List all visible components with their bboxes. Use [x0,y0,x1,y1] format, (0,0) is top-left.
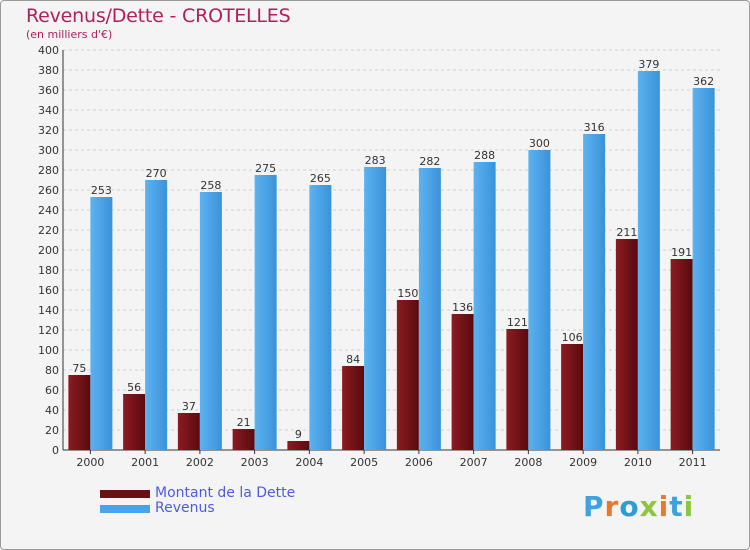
bar-dette [287,441,310,450]
y-tick-label: 300 [38,144,59,157]
legend-swatch-revenus [100,505,150,513]
bar-dette [561,344,584,450]
bar-revenus [528,150,551,450]
data-label-revenus: 258 [200,179,221,192]
y-tick-label: 360 [38,84,59,97]
x-tick-label: 2011 [679,456,707,469]
logo-letter: i [658,490,670,523]
y-tick-label: 400 [38,44,59,57]
y-tick-label: 380 [38,64,59,77]
x-tick-label: 2010 [624,456,652,469]
data-label-revenus: 379 [638,58,659,71]
bar-dette [506,329,529,450]
bar-dette [342,366,365,450]
logo-letter: o [619,490,640,523]
data-label-revenus: 265 [310,172,331,185]
data-label-dette: 21 [237,416,251,429]
data-label-dette: 56 [127,381,141,394]
bar-revenus [473,162,496,450]
bar-revenus [145,180,168,450]
y-tick-label: 220 [38,224,59,237]
bar-dette [177,413,200,450]
proxiti-logo: Proxiti [583,490,694,523]
data-label-dette: 191 [671,246,692,259]
y-tick-label: 240 [38,204,59,217]
logo-letter: i [683,490,695,523]
data-label-dette: 37 [182,400,196,413]
data-label-revenus: 275 [255,162,276,175]
y-tick-label: 160 [38,284,59,297]
bar-revenus [692,88,715,450]
data-label-revenus: 288 [474,149,495,162]
bar-dette [123,394,146,450]
bar-revenus [309,185,332,450]
bar-revenus [583,134,606,450]
bar-dette [615,239,638,450]
y-tick-label: 280 [38,164,59,177]
y-tick-label: 120 [38,324,59,337]
data-label-revenus: 283 [365,154,386,167]
x-tick-label: 2005 [350,456,378,469]
data-label-revenus: 253 [91,184,112,197]
y-tick-label: 60 [45,384,59,397]
bar-dette [451,314,474,450]
data-label-dette: 84 [346,353,360,366]
y-tick-label: 180 [38,264,59,277]
bar-revenus [637,71,660,450]
x-tick-label: 2000 [76,456,104,469]
data-label-dette: 150 [397,287,418,300]
y-tick-label: 40 [45,404,59,417]
y-tick-label: 200 [38,244,59,257]
x-tick-label: 2008 [514,456,542,469]
bar-revenus [254,175,277,450]
bar-dette [232,429,255,450]
y-tick-label: 20 [45,424,59,437]
bar-dette [396,300,419,450]
logo-letter: x [639,490,659,523]
data-label-dette: 136 [452,301,473,314]
chart-title: Revenus/Dette - CROTELLES [26,5,291,27]
bar-revenus [418,168,441,450]
x-tick-label: 2006 [405,456,433,469]
y-tick-label: 100 [38,344,59,357]
logo-letter: P [583,490,605,523]
x-tick-label: 2004 [295,456,323,469]
data-label-revenus: 362 [693,75,714,88]
data-label-revenus: 282 [419,155,440,168]
y-tick-label: 260 [38,184,59,197]
bar-revenus [90,197,113,450]
legend-label-revenus: Revenus [155,500,215,516]
legend-swatch-dette [100,490,150,498]
y-tick-label: 0 [52,444,59,457]
data-label-dette: 106 [562,331,583,344]
x-tick-label: 2003 [241,456,269,469]
logo-letter: r [604,490,620,523]
data-label-dette: 75 [72,362,86,375]
chart-subtitle: (en milliers d'€) [26,28,113,41]
y-tick-label: 320 [38,124,59,137]
x-tick-label: 2007 [460,456,488,469]
bar-dette [68,375,91,450]
data-label-revenus: 300 [529,137,550,150]
data-label-revenus: 270 [146,167,167,180]
bar-dette [670,259,693,450]
y-tick-label: 80 [45,364,59,377]
bar-revenus [199,192,222,450]
data-label-dette: 9 [295,428,302,441]
data-label-revenus: 316 [584,121,605,134]
data-label-dette: 211 [616,226,637,239]
y-tick-label: 340 [38,104,59,117]
legend-label-dette: Montant de la Dette [155,485,296,501]
x-tick-label: 2002 [186,456,214,469]
data-label-dette: 121 [507,316,528,329]
y-tick-label: 140 [38,304,59,317]
x-tick-label: 2009 [569,456,597,469]
logo-letter: t [669,490,684,523]
x-tick-label: 2001 [131,456,159,469]
bar-revenus [364,167,387,450]
